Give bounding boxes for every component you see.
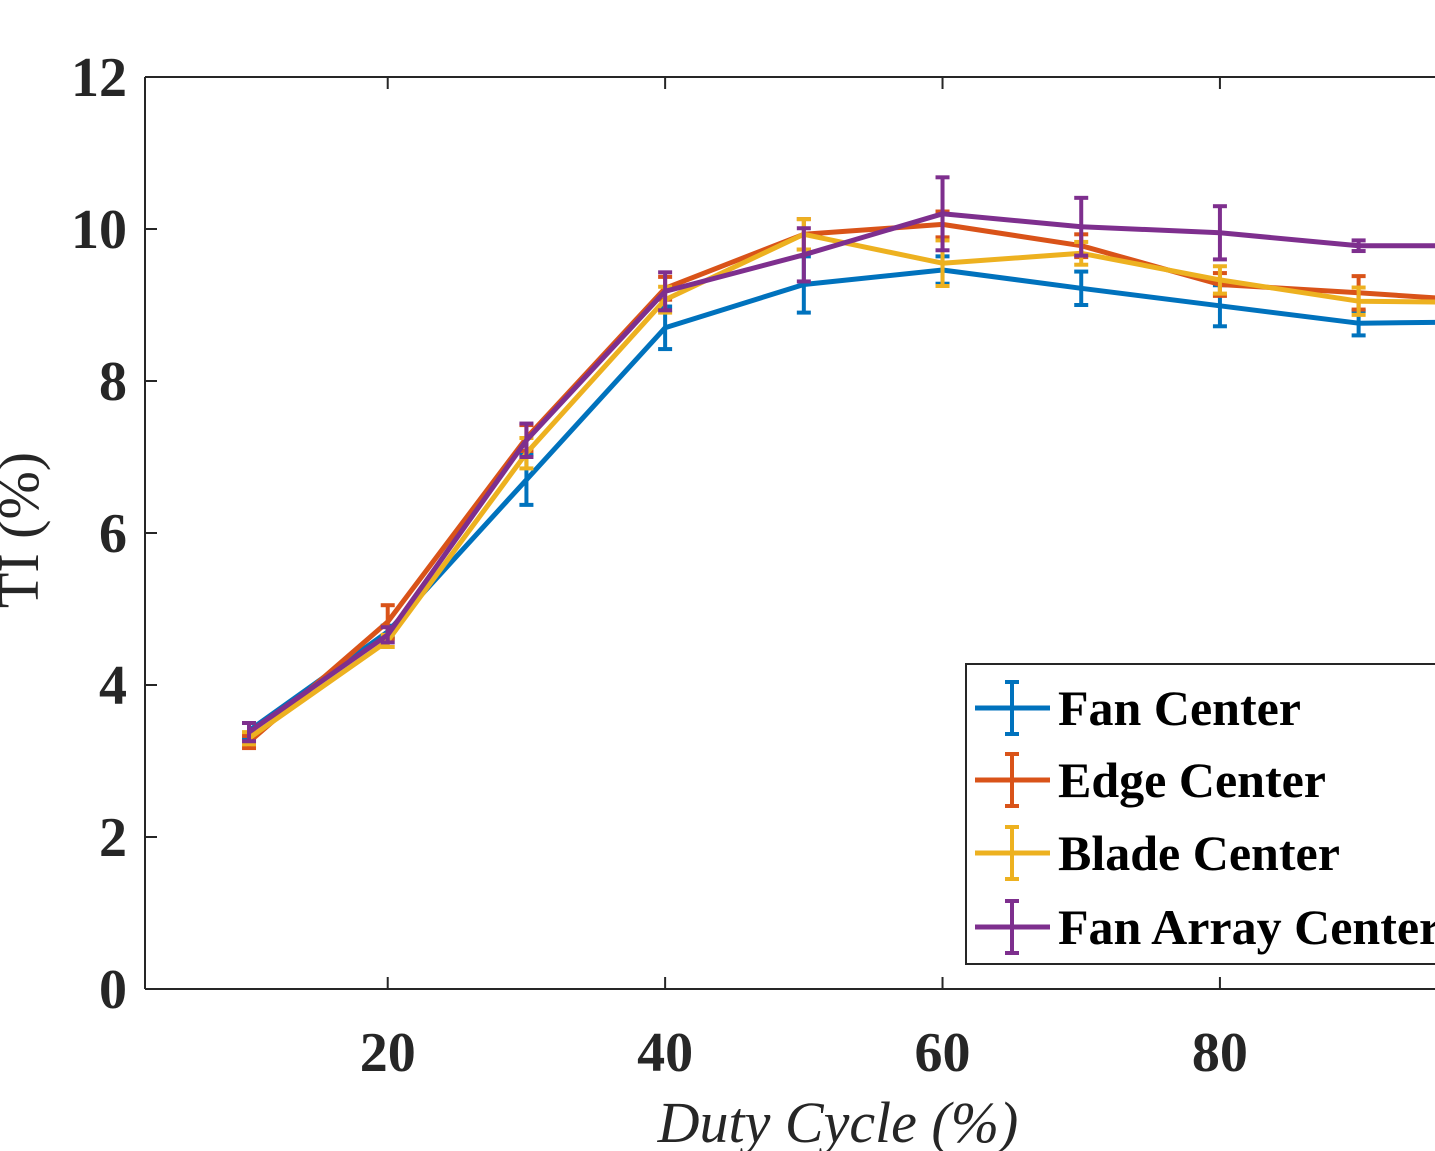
error-bar <box>1351 238 1366 254</box>
x-axis-title: Duty Cycle (%) <box>657 1090 1019 1151</box>
x-tick-label-20: 20 <box>360 1022 416 1084</box>
error-bar <box>242 721 257 744</box>
legend-items: Fan Center Edge Center Blade Center Fan Arr… <box>975 680 1435 955</box>
series-line <box>247 267 1435 733</box>
error-bar <box>1351 285 1366 317</box>
legend: Fan Center Edge Center Blade Center Fan Arr… <box>965 663 1435 965</box>
legend-label: Edge Center <box>1058 752 1326 808</box>
series-fan-array-center <box>242 175 1435 744</box>
y-tick-label-2: 2 <box>99 807 127 869</box>
x-tick-label-60: 60 <box>915 1022 971 1084</box>
error-bar <box>519 421 534 459</box>
legend-item-blade-center: Blade Center <box>975 825 1340 881</box>
error-bar <box>658 270 673 313</box>
series-line <box>247 231 1435 741</box>
y-tick-label-10: 10 <box>71 199 127 261</box>
legend-label: Fan Center <box>1058 680 1301 736</box>
error-bar <box>796 226 811 284</box>
y-tick-label-6: 6 <box>99 503 127 565</box>
ticks <box>145 76 1221 990</box>
series-layer <box>242 175 1435 751</box>
error-bar <box>1074 269 1089 307</box>
x-tick-label-80: 80 <box>1192 1022 1248 1084</box>
y-tick-label-12: 12 <box>71 47 127 109</box>
y-axis-title: TI (%) <box>0 452 51 608</box>
y-tick-label-4: 4 <box>99 655 127 717</box>
y-tick-label-8: 8 <box>99 351 127 413</box>
legend-item-fan-center: Fan Center <box>975 680 1301 736</box>
legend-item-edge-center: Edge Center <box>975 752 1326 808</box>
x-tick-labels: 20406080100 <box>360 1022 1248 1084</box>
series-line <box>247 211 1435 735</box>
error-bar <box>380 625 395 645</box>
error-bar <box>1212 264 1227 296</box>
error-bar <box>935 175 950 253</box>
legend-item-fan-array-center: Fan Array Center <box>975 899 1435 955</box>
y-tick-labels: 0 2 4 6 8 10 12 <box>71 47 127 1021</box>
y-tick-label-0: 0 <box>99 959 127 1021</box>
legend-box <box>965 663 1435 965</box>
legend-label: Blade Center <box>1058 825 1340 881</box>
x-tick-label-40: 40 <box>637 1022 693 1084</box>
error-bar <box>1074 195 1089 258</box>
legend-label: Fan Array Center <box>1058 899 1435 955</box>
error-bar <box>1212 204 1227 262</box>
